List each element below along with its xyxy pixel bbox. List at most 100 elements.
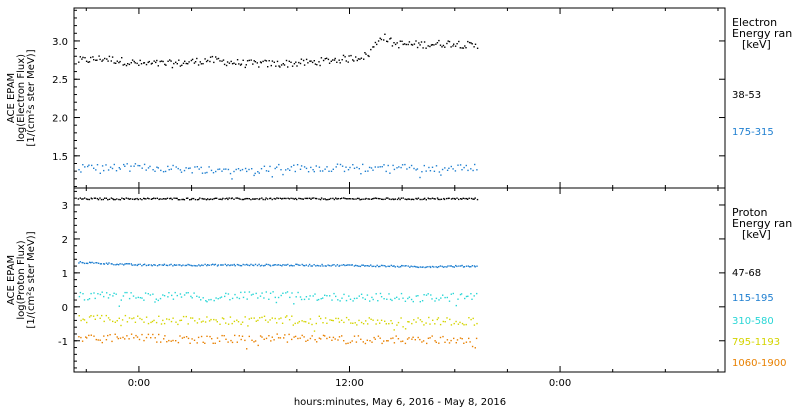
proton-data-point — [290, 197, 292, 199]
electron-data-point — [87, 165, 89, 168]
proton-data-point — [112, 198, 114, 200]
electron-data-point — [184, 60, 186, 62]
proton-data-point — [355, 264, 357, 267]
electron-data-point — [288, 60, 290, 62]
electron-data-point — [276, 166, 278, 168]
electron-data-point — [81, 58, 83, 60]
proton-data-point — [141, 333, 143, 336]
proton-data-point — [225, 292, 227, 295]
x-tick-label: 12:00 — [335, 378, 364, 389]
proton-data-point — [92, 315, 95, 317]
proton-data-point — [399, 198, 401, 201]
proton-data-point — [319, 198, 322, 201]
proton-data-point — [108, 262, 110, 264]
proton-data-point — [244, 264, 246, 266]
proton-data-point — [155, 298, 157, 300]
proton-data-point — [350, 322, 352, 324]
proton-data-point — [264, 198, 266, 201]
proton-data-point — [429, 323, 431, 325]
electron-data-point — [391, 45, 394, 47]
proton-data-point — [206, 264, 208, 267]
proton-data-point — [127, 197, 129, 200]
proton-data-point — [133, 264, 135, 266]
proton-data-point — [293, 336, 295, 338]
electron-data-point — [110, 60, 112, 62]
proton-data-point — [234, 265, 236, 267]
proton-data-point — [364, 298, 366, 300]
proton-data-point — [433, 266, 435, 268]
proton-data-point — [439, 336, 442, 339]
proton-data-point — [460, 293, 463, 295]
proton-data-point — [261, 197, 263, 199]
proton-data-point — [234, 334, 236, 337]
proton-legend-item: 47-68 — [732, 268, 761, 279]
proton-data-point — [206, 301, 208, 303]
electron-data-point — [396, 167, 398, 169]
proton-data-point — [337, 197, 339, 200]
proton-data-point — [97, 262, 100, 264]
electron-data-point — [260, 168, 263, 170]
electron-data-point — [428, 166, 430, 169]
proton-data-point — [315, 265, 317, 267]
electron-data-point — [311, 61, 314, 64]
proton-data-point — [463, 266, 466, 268]
proton-data-point — [296, 263, 298, 266]
electron-series-38-53 — [78, 33, 479, 69]
proton-data-point — [476, 265, 478, 267]
proton-data-point — [402, 265, 404, 267]
proton-data-point — [400, 264, 403, 267]
electron-data-point — [348, 55, 350, 57]
proton-data-point — [359, 265, 362, 268]
proton-data-point — [150, 198, 153, 200]
proton-data-point — [351, 340, 353, 342]
proton-data-point — [224, 295, 226, 298]
electron-data-point — [454, 45, 457, 47]
electron-data-point — [245, 64, 247, 66]
proton-data-point — [360, 198, 363, 201]
proton-data-point — [241, 198, 243, 201]
electron-data-point — [427, 45, 429, 47]
proton-data-point — [463, 342, 465, 344]
electron-data-point — [338, 59, 340, 61]
proton-data-point — [242, 296, 245, 299]
proton-data-point — [414, 339, 416, 341]
proton-data-point — [333, 292, 335, 295]
electron-data-point — [413, 167, 415, 170]
electron-data-point — [441, 168, 444, 171]
electron-data-point — [239, 64, 242, 66]
proton-data-point — [476, 292, 478, 295]
proton-data-point — [438, 299, 440, 301]
proton-data-point — [364, 342, 367, 345]
proton-data-point — [115, 264, 117, 266]
electron-data-point — [299, 62, 302, 65]
proton-data-point — [450, 339, 452, 342]
electron-data-point — [125, 64, 128, 67]
proton-data-point — [162, 264, 165, 266]
proton-data-point — [384, 320, 386, 322]
proton-data-point — [349, 298, 352, 300]
proton-data-point — [143, 299, 145, 301]
electron-data-point — [347, 169, 350, 171]
electron-data-point — [435, 165, 438, 167]
electron-data-point — [121, 57, 123, 59]
proton-data-point — [252, 293, 254, 295]
proton-data-point — [211, 338, 213, 340]
proton-data-point — [85, 198, 88, 200]
proton-data-point — [173, 197, 175, 199]
proton-data-point — [306, 197, 308, 200]
proton-data-point — [103, 295, 105, 298]
proton-data-point — [130, 292, 132, 294]
proton-data-point — [341, 297, 343, 299]
proton-data-point — [124, 338, 126, 340]
proton-data-point — [429, 266, 432, 269]
proton-data-point — [353, 198, 355, 200]
proton-data-point — [470, 266, 472, 268]
electron-data-point — [156, 166, 158, 168]
electron-data-point — [319, 64, 321, 67]
proton-data-point — [305, 340, 307, 342]
proton-data-point — [412, 265, 414, 268]
proton-data-point — [165, 264, 168, 266]
proton-data-point — [472, 198, 474, 200]
electron-data-point — [183, 169, 186, 172]
proton-data-point — [415, 197, 417, 200]
